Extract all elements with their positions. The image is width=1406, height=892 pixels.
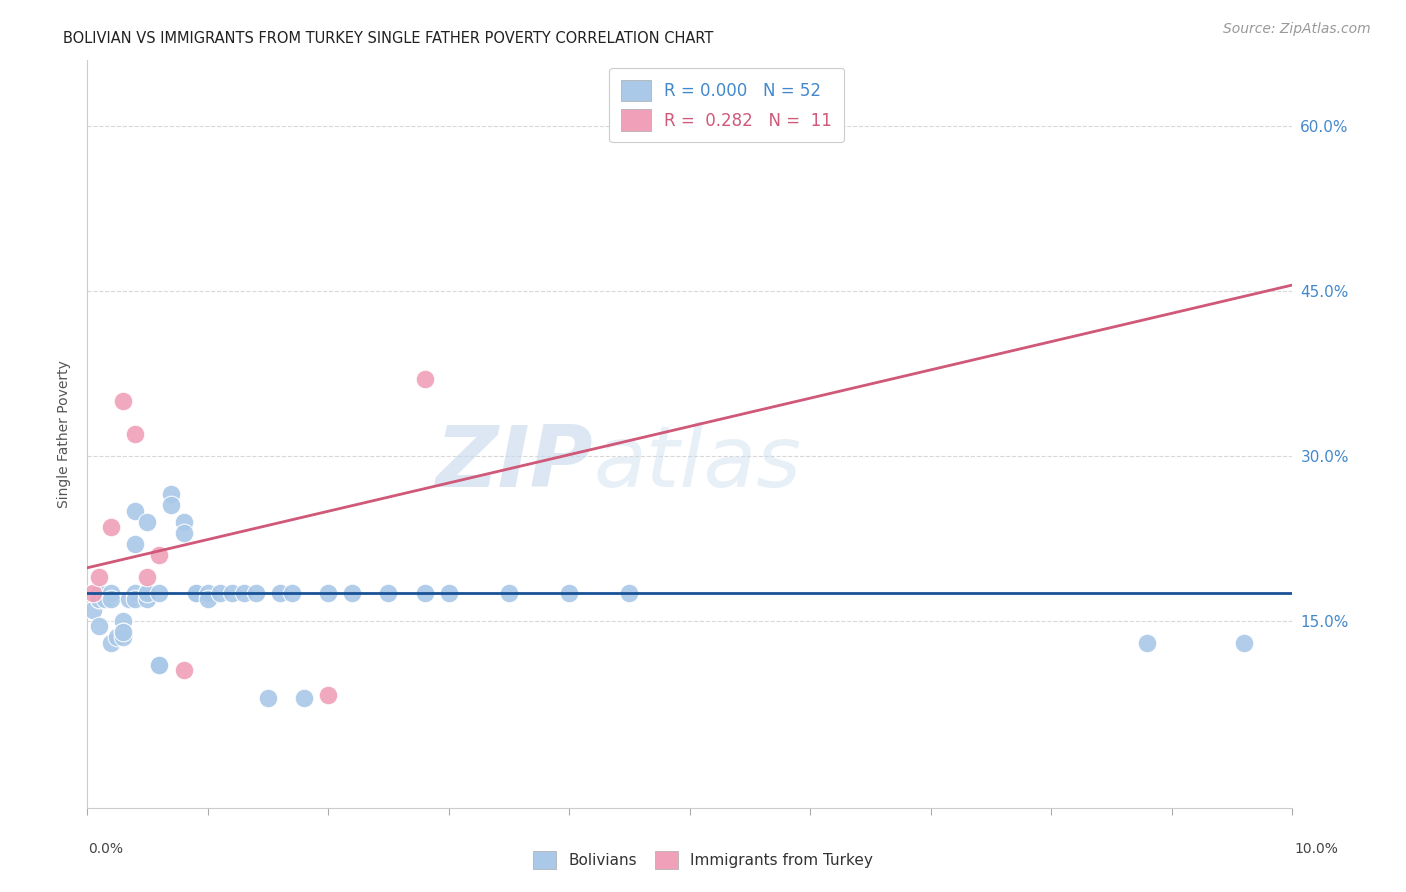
Point	[89, 591, 111, 606]
Point	[316, 586, 339, 600]
Point	[232, 586, 254, 600]
Point	[197, 591, 219, 606]
Point	[173, 663, 195, 677]
Point	[281, 586, 304, 600]
Point	[124, 536, 146, 550]
Point	[136, 569, 159, 583]
Point	[94, 591, 117, 606]
Point	[124, 586, 146, 600]
Point	[498, 586, 520, 600]
Point	[148, 586, 170, 600]
Point	[173, 525, 195, 540]
Point	[197, 586, 219, 600]
Point	[342, 586, 364, 600]
Point	[124, 426, 146, 441]
Text: Source: ZipAtlas.com: Source: ZipAtlas.com	[1223, 22, 1371, 37]
Point	[184, 586, 207, 600]
Text: atlas: atlas	[593, 422, 801, 505]
Point	[124, 591, 146, 606]
Point	[100, 520, 122, 534]
Point	[1233, 635, 1256, 649]
Point	[89, 569, 111, 583]
Point	[148, 657, 170, 672]
Point	[82, 586, 104, 600]
Point	[245, 586, 267, 600]
Point	[1136, 635, 1159, 649]
Point	[105, 630, 128, 644]
Point	[89, 586, 111, 600]
Point	[148, 548, 170, 562]
Point	[136, 515, 159, 529]
Point	[100, 591, 122, 606]
Point	[558, 586, 581, 600]
Y-axis label: Single Father Poverty: Single Father Poverty	[58, 359, 72, 508]
Point	[160, 498, 183, 512]
Point	[413, 371, 436, 385]
Point	[136, 586, 159, 600]
Point	[82, 602, 104, 616]
Legend: R = 0.000   N = 52, R =  0.282   N =  11: R = 0.000 N = 52, R = 0.282 N = 11	[609, 68, 844, 143]
Point	[316, 689, 339, 703]
Point	[257, 690, 280, 705]
Text: 10.0%: 10.0%	[1295, 842, 1339, 856]
Point	[160, 487, 183, 501]
Point	[112, 614, 135, 628]
Point	[413, 586, 436, 600]
Point	[112, 393, 135, 408]
Point	[136, 586, 159, 600]
Point	[136, 591, 159, 606]
Point	[124, 503, 146, 517]
Point	[437, 586, 460, 600]
Point	[269, 586, 291, 600]
Point	[292, 690, 315, 705]
Point	[173, 515, 195, 529]
Point	[112, 630, 135, 644]
Point	[89, 619, 111, 633]
Point	[112, 624, 135, 639]
Text: 0.0%: 0.0%	[89, 842, 124, 856]
Point	[221, 586, 243, 600]
Legend: Bolivians, Immigrants from Turkey: Bolivians, Immigrants from Turkey	[527, 845, 879, 875]
Point	[100, 586, 122, 600]
Point	[619, 586, 641, 600]
Text: ZIP: ZIP	[436, 422, 593, 505]
Point	[100, 635, 122, 649]
Point	[208, 586, 231, 600]
Text: BOLIVIAN VS IMMIGRANTS FROM TURKEY SINGLE FATHER POVERTY CORRELATION CHART: BOLIVIAN VS IMMIGRANTS FROM TURKEY SINGL…	[63, 31, 714, 46]
Point	[112, 624, 135, 639]
Point	[118, 591, 141, 606]
Point	[184, 586, 207, 600]
Point	[377, 586, 399, 600]
Point	[148, 657, 170, 672]
Point	[89, 591, 111, 606]
Point	[654, 119, 676, 133]
